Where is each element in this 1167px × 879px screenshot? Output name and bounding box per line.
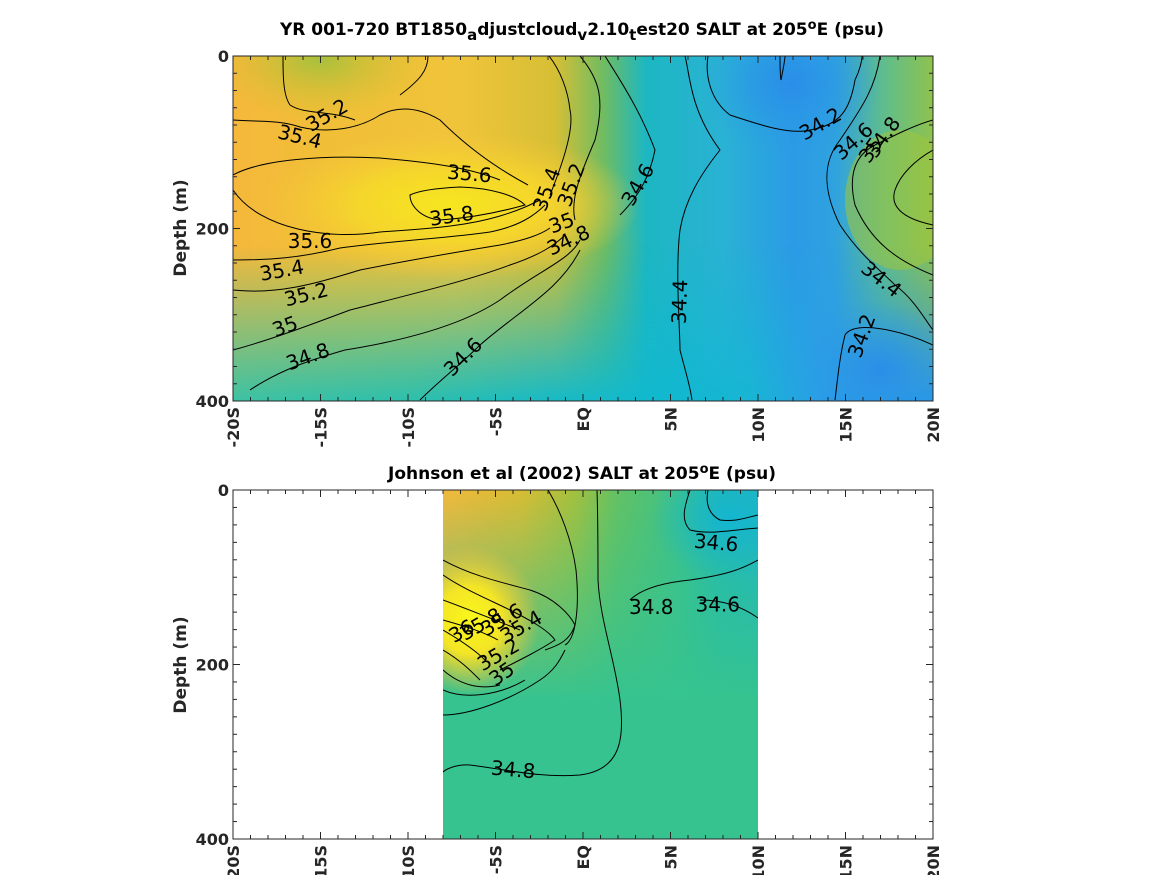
top-y-axis-label: Depth (m) xyxy=(171,179,191,276)
bottom-x-tick-labels: -20S -15S -10S -5S EQ 5N 10N 15N 20N xyxy=(224,845,943,879)
title-part: o xyxy=(700,462,709,477)
top-panel-title: YR 001-720 BT1850adjustcloudv2.10test20 … xyxy=(279,18,884,44)
x-tick-label: -5S xyxy=(487,407,506,436)
top-x-minor-ticks xyxy=(232,55,934,402)
contour-label: 35.6 xyxy=(288,229,333,253)
y-tick-label: 200 xyxy=(196,220,229,239)
title-part: o xyxy=(808,18,817,33)
contour-label: 34.6 xyxy=(695,593,740,617)
contour-label: 35.6 xyxy=(446,160,492,188)
x-tick-label: 20N xyxy=(924,407,943,443)
x-tick-label: 20N xyxy=(924,845,943,875)
top-panel: -20S -15S -10S -5S EQ 5N 10N 15N 20N 0 200 400 35.… xyxy=(171,18,943,447)
title-part: est20 SALT at 205 xyxy=(636,20,807,40)
bottom-y-axis-label: Depth (m) xyxy=(171,616,191,713)
title-part: Johnson et al (2002) SALT at 205 xyxy=(387,464,700,484)
bottom-panel-title: Johnson et al (2002) SALT at 205oE (psu) xyxy=(387,462,776,484)
x-tick-label: -20S xyxy=(224,407,243,447)
y-tick-label: 0 xyxy=(218,481,229,500)
bottom-y-tick-labels: 0 200 400 xyxy=(196,481,229,849)
x-tick-label: -5S xyxy=(487,845,506,874)
top-contour-lines xyxy=(233,56,933,401)
title-part: t xyxy=(629,26,636,44)
x-tick-label: -15S xyxy=(312,407,331,447)
x-tick-label: -10S xyxy=(399,845,418,875)
x-tick-label: -15S xyxy=(312,845,331,875)
title-part: a xyxy=(467,26,477,44)
title-part: E (psu) xyxy=(817,20,884,40)
x-tick-label: 5N xyxy=(662,845,681,870)
contour-label: 34.4 xyxy=(667,279,693,324)
x-tick-label: 10N xyxy=(749,407,768,443)
top-x-tick-labels: -20S -15S -10S -5S EQ 5N 10N 15N 20N xyxy=(224,407,943,447)
bottom-contour-lines xyxy=(443,490,758,777)
title-part: E (psu) xyxy=(709,464,776,484)
y-tick-label: 400 xyxy=(196,830,229,849)
contour-label: 34.8 xyxy=(629,595,674,619)
bottom-salinity-field xyxy=(443,490,758,839)
top-y-tick-labels: 0 200 400 xyxy=(196,47,229,411)
y-tick-label: 0 xyxy=(218,47,229,66)
contour-label: 34.6 xyxy=(693,529,739,557)
x-tick-label: 15N xyxy=(837,407,856,443)
title-part: 2.10 xyxy=(587,20,629,40)
y-tick-label: 200 xyxy=(196,656,229,675)
title-part: djustcloud xyxy=(477,20,577,40)
contour-label: 34.8 xyxy=(490,756,536,784)
title-part: v xyxy=(577,26,587,44)
top-salinity-field xyxy=(233,56,933,401)
x-tick-label: EQ xyxy=(574,407,593,432)
x-tick-label: 15N xyxy=(837,845,856,875)
x-tick-label: EQ xyxy=(574,845,593,870)
bottom-panel: -20S -15S -10S -5S EQ 5N 10N 15N 20N 0 200 400 34.… xyxy=(171,462,943,879)
x-tick-label: -20S xyxy=(224,845,243,875)
title-part: YR 001-720 BT1850 xyxy=(279,20,467,40)
x-tick-label: -10S xyxy=(399,407,418,447)
y-tick-label: 400 xyxy=(196,392,229,411)
x-tick-label: 5N xyxy=(662,407,681,432)
x-tick-label: 10N xyxy=(749,845,768,875)
bottom-x-minor-ticks xyxy=(232,489,934,840)
